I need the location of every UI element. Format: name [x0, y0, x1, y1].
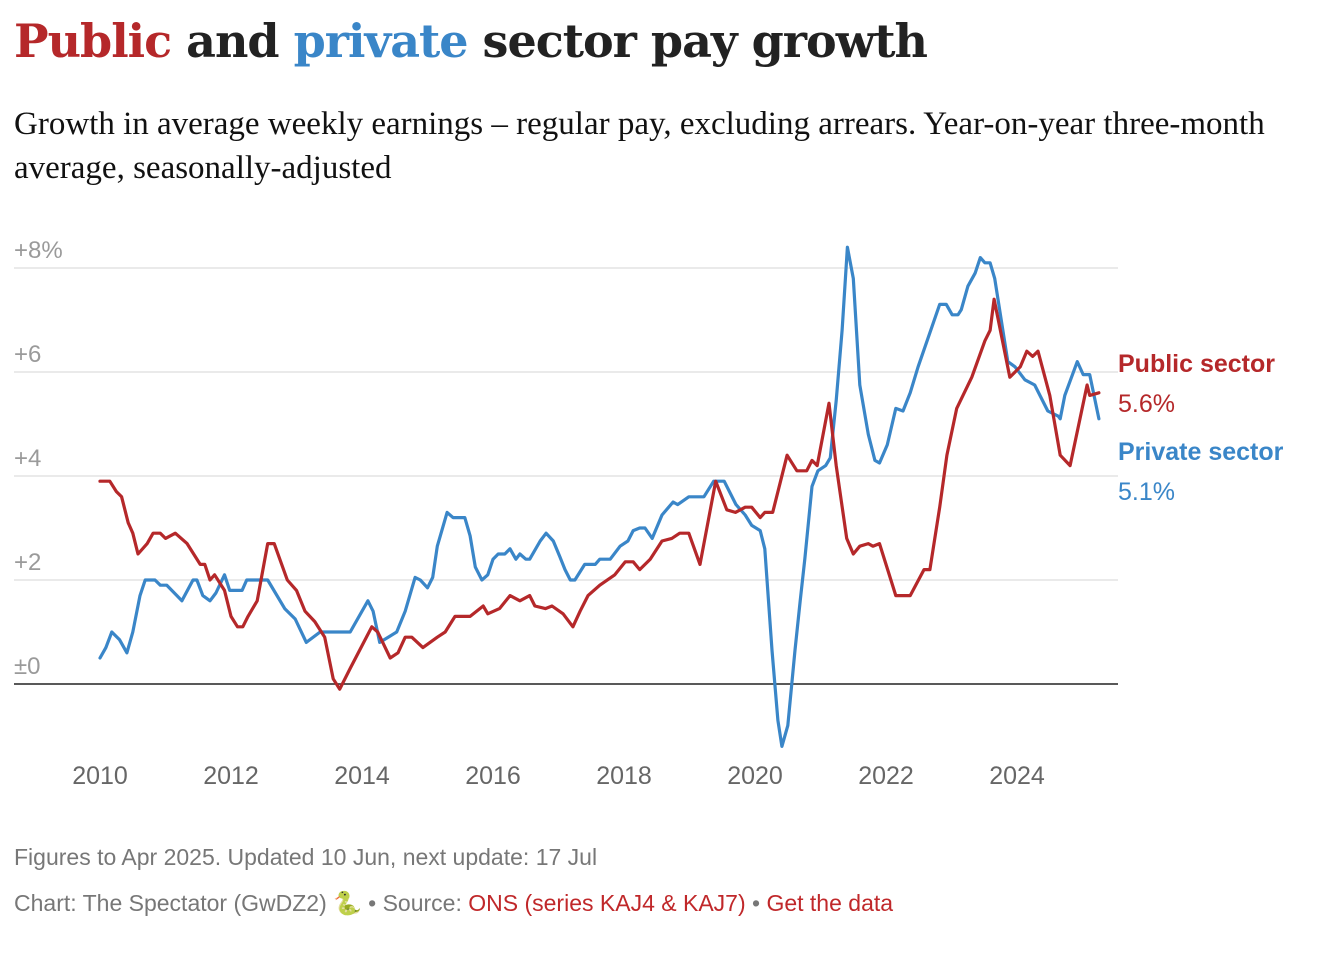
gridlines [14, 267, 1118, 685]
x-tick-label: 2018 [596, 762, 652, 790]
y-tick-label: +2 [14, 549, 41, 576]
chart-title: Public and private sector pay growth [14, 14, 928, 68]
x-tick-label: 2022 [858, 762, 914, 790]
private-sector-line [98, 245, 1101, 748]
y-tick-label: ±0 [14, 653, 41, 680]
title-private: private [293, 14, 469, 68]
y-tick-label: +6 [14, 341, 41, 368]
public-sector-line [98, 297, 1101, 691]
x-tick-label: 2014 [334, 762, 390, 790]
credit-text: Chart: The Spectator (GwDZ2) 🐍 • Source: [14, 890, 469, 916]
title-public: Public [14, 14, 172, 68]
separator: • [745, 890, 767, 916]
y-axis-labels: +8% +6 +4 +2 ±0 [14, 237, 63, 680]
footer-note: Figures to Apr 2025. Updated 10 Jun, nex… [14, 844, 598, 870]
x-tick-label: 2010 [72, 762, 128, 790]
public-sector-value: 5.6% [1118, 390, 1175, 418]
x-tick-label: 2016 [465, 762, 521, 790]
source-link[interactable]: ONS (series KAJ4 & KAJ7) [468, 890, 746, 916]
title-rest: sector pay growth [467, 14, 928, 68]
title-and: and [171, 14, 294, 68]
series-labels: Public sector 5.6% Private sector 5.1% [1118, 350, 1284, 506]
x-tick-label: 2012 [203, 762, 259, 790]
chart-subtitle: Growth in average weekly earnings – regu… [14, 106, 1265, 186]
series-lines [98, 245, 1101, 748]
private-sector-label: Private sector [1118, 438, 1284, 466]
get-data-link[interactable]: Get the data [766, 890, 894, 916]
private-sector-value: 5.1% [1118, 478, 1175, 506]
x-tick-label: 2020 [727, 762, 783, 790]
x-tick-label: 2024 [989, 762, 1045, 790]
y-tick-label: +4 [14, 445, 41, 472]
y-tick-label: +8% [14, 237, 63, 264]
x-axis-labels: 2010 2012 2014 2016 2018 2020 2022 2024 [72, 762, 1045, 790]
footer-credit: Chart: The Spectator (GwDZ2) 🐍 • Source:… [14, 890, 893, 917]
public-sector-label: Public sector [1118, 350, 1275, 378]
